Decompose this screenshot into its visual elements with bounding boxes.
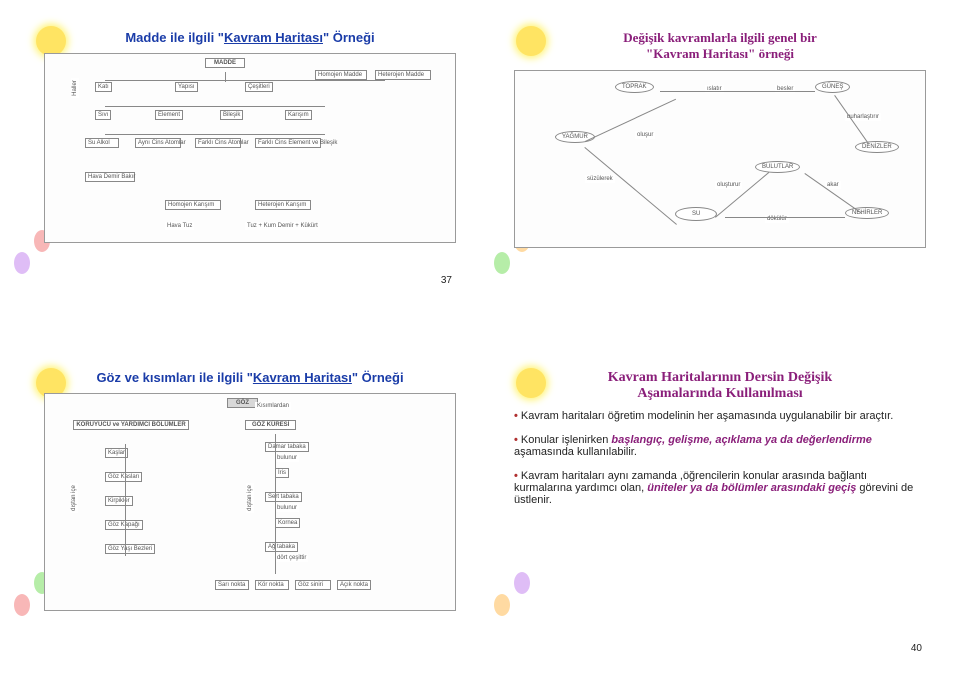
s3-rm5: Kornea <box>275 518 300 528</box>
s1-r2-1: Element <box>155 110 183 120</box>
decor-balloon-2 <box>14 252 30 274</box>
s2-n-5: NEHİRLER <box>845 207 889 219</box>
s2-title-l1: Değişik kavramlarla ilgili genel bir <box>623 30 817 45</box>
s4-b3-i: üniteler ya da bölümler arasındaki geçiş <box>647 482 856 494</box>
slide-1-page: 37 <box>441 275 452 286</box>
s1-node-root: MADDE <box>205 58 245 68</box>
s2-e-3: oluşur <box>635 131 655 139</box>
s3-rtop: GÖZ KÜRESİ <box>245 420 296 430</box>
s3-title-pre: Göz ve kısımları ile ilgili " <box>96 370 252 385</box>
s1-node-kat: Katı <box>95 82 112 92</box>
s1-r2-0: Sıvı <box>95 110 111 120</box>
s1-node-hom: Homojen Madde <box>315 70 367 80</box>
slide-3: Göz ve kısımları ile ilgili "Kavram Hari… <box>30 360 470 660</box>
s3-title-post: " Örneği <box>352 370 404 385</box>
s2-n-3: BULUTLAR <box>755 161 800 173</box>
s1-br-1: Tuz + Kum Demir + Kükürt <box>245 222 320 230</box>
s3-b1: Kör nokta <box>255 580 289 590</box>
s1-r4-0: Hava Demir Bakır <box>85 172 135 182</box>
slide-2: Değişik kavramlarla ilgili genel bir "Ka… <box>500 20 940 320</box>
s2-n-6: SU <box>675 207 717 221</box>
s3-rm0: Damar tabaka <box>265 442 309 452</box>
s1-title-post: " Örneği <box>323 30 375 45</box>
s3-l2: Göz Kasları <box>105 472 142 482</box>
s2-e-6: oluşturur <box>715 181 742 189</box>
s3-topnote: Kısımlardan <box>255 402 291 410</box>
s3-rm6: Ağ tabaka <box>265 542 298 552</box>
s3-llabel: dıştan içe <box>70 483 78 513</box>
s3-root: GÖZ <box>227 398 258 408</box>
s3-l0: KORUYUCU ve YARDIMCI BÖLÜMLER <box>73 420 189 430</box>
s4-bullet-1: Kavram haritaları öğretim modelinin her … <box>514 410 926 422</box>
s1-r3-0: Su Alkol <box>85 138 119 148</box>
s1-left-note: Haller <box>71 78 79 98</box>
s4-b1-text: Kavram haritaları öğretim modelinin her … <box>521 410 893 422</box>
slide-1-figure: MADDE Katı Yapısı Çeşitleri Homojen Madd… <box>44 53 456 243</box>
s2-n-1: GÜNEŞ <box>815 81 850 93</box>
s4-b2-i: başlangıç, gelişme, açıklama ya da değer… <box>611 434 871 446</box>
s1-br-0: Hava Tuz <box>165 222 194 230</box>
s2-n-4: DENİZLER <box>855 141 899 153</box>
slide-3-title: Göz ve kısımları ile ilgili "Kavram Hari… <box>44 370 456 385</box>
slide-1-title: Madde ile ilgili "Kavram Haritası" Örneğ… <box>44 30 456 45</box>
s2-e-7: süzülerek <box>585 175 615 183</box>
slide-4-title: Kavram Haritalarının Dersin Değişik Aşam… <box>514 370 926 402</box>
slide-2-title: Değişik kavramlarla ilgili genel bir "Ka… <box>514 30 926 62</box>
s4-bullet-2: Konular işlenirken başlangıç, gelişme, a… <box>514 434 926 458</box>
s3-b0: Sarı nokta <box>215 580 249 590</box>
s1-r2-3: Karışım <box>285 110 312 120</box>
s3-title-u: Kavram Haritası <box>253 370 352 385</box>
s2-n-2: YAĞMUR <box>555 131 595 143</box>
slide-4-page: 40 <box>911 643 922 654</box>
s3-b2: Göz siniri <box>295 580 331 590</box>
s3-rm7: dört çeşittir <box>275 554 308 562</box>
s1-node-ces: Çeşitleri <box>245 82 273 92</box>
s2-title-l2: "Kavram Haritası" örneği <box>646 46 794 61</box>
s4-b2-post: aşamasında kullanılabilir. <box>514 446 637 458</box>
s3-l3: Kirpikler <box>105 496 133 506</box>
s3-llabel2: dıştan içe <box>246 483 254 513</box>
s3-rm4: bulunur <box>275 504 299 512</box>
slide-2-figure: TOPRAK GÜNEŞ YAĞMUR BULUTLAR DENİZLER NE… <box>514 70 926 248</box>
s2-n-0: TOPRAK <box>615 81 654 93</box>
s4-title-l2: Aşamalarında Kullanılması <box>637 386 802 401</box>
s4-bullet-3: Kavram haritaları aynı zamanda ,öğrencil… <box>514 470 926 506</box>
s3-b3: Açık nokta <box>337 580 371 590</box>
slide-4: Kavram Haritalarının Dersin Değişik Aşam… <box>500 360 940 660</box>
s4-title-l1: Kavram Haritalarının Dersin Değişik <box>608 370 832 385</box>
s3-rm2: İris <box>275 468 289 478</box>
decor-balloon-6 <box>14 594 30 616</box>
s3-l5: Göz Yaşı Bezleri <box>105 544 155 554</box>
s1-r3-2: Farklı Cins Atomlar <box>195 138 241 148</box>
s3-l4: Göz Kapağı <box>105 520 143 530</box>
s1-b-0: Homojen Karışım <box>165 200 221 210</box>
s4-b2-pre: Konular işlenirken <box>521 434 612 446</box>
s3-rm1: bulunur <box>275 454 299 462</box>
s1-r3-3: Farklı Cins Element ve Bileşik <box>255 138 321 148</box>
s1-node-yap: Yapısı <box>175 82 198 92</box>
s1-title-pre: Madde ile ilgili " <box>125 30 224 45</box>
s1-r2-2: Bileşik <box>220 110 243 120</box>
s1-b-1: Heterojen Karışım <box>255 200 311 210</box>
slide-4-bullets: Kavram haritaları öğretim modelinin her … <box>514 410 926 506</box>
s1-title-u: Kavram Haritası <box>224 30 323 45</box>
slide-3-figure: GÖZ Kısımlardan KORUYUCU ve YARDIMCI BÖL… <box>44 393 456 611</box>
slide-1: Madde ile ilgili "Kavram Haritası" Örneğ… <box>30 20 470 320</box>
s1-node-het: Heterojen Madde <box>375 70 431 80</box>
s3-rm3: Sert tabaka <box>265 492 302 502</box>
s1-r3-1: Aynı Cins Atomlar <box>135 138 181 148</box>
